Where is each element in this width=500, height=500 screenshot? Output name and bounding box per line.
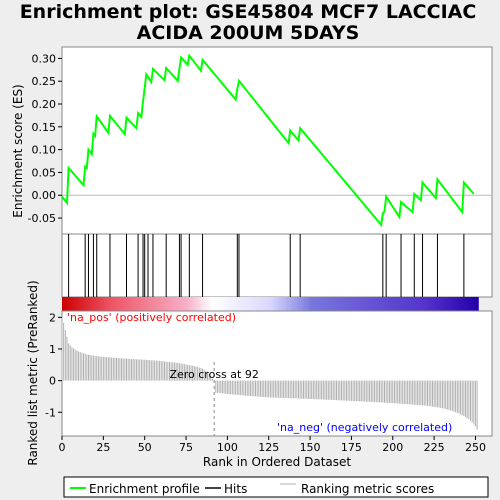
es-tick-label: 0.00 <box>32 189 57 202</box>
chart-title-line1: Enrichment plot: GSE45804 MCF7 LACCIAC <box>20 1 477 23</box>
x-axis-label: Rank in Ordered Dataset <box>203 455 351 469</box>
rank-heatmap-bar <box>62 297 479 311</box>
x-axis: 0 25 50 75 100 125 150 175 200 225 250 <box>59 436 486 454</box>
x-tick-label: 150 <box>300 441 321 454</box>
positive-group-label: 'na_pos' (positively correlated) <box>67 311 236 324</box>
es-tick-label: 0.20 <box>32 98 57 111</box>
x-tick-label: 0 <box>59 441 66 454</box>
negative-group-label: 'na_neg' (negatively correlated) <box>277 421 452 434</box>
x-tick-label: 250 <box>465 441 486 454</box>
x-tick-label: 200 <box>382 441 403 454</box>
metric-tick-label: 2 <box>49 311 56 324</box>
hits-markers <box>68 234 465 297</box>
es-tick-label: 0.05 <box>32 166 57 179</box>
es-tick-label: 0.15 <box>32 121 57 134</box>
x-tick-label: 175 <box>341 441 362 454</box>
x-tick-label: 25 <box>96 441 110 454</box>
legend-metric-label: Ranking metric scores <box>301 482 434 496</box>
legend-hits-label: Hits <box>224 482 247 496</box>
metric-tick-label: 1 <box>49 343 56 356</box>
ranking-metric-bars <box>61 315 478 430</box>
x-tick-label: 50 <box>138 441 152 454</box>
es-axis-label: Enrichment score (ES) <box>11 84 25 217</box>
es-panel <box>61 46 493 235</box>
enrichment-profile-line <box>61 53 475 228</box>
heatmap-gradient <box>62 297 479 311</box>
metric-panel <box>61 310 493 437</box>
x-tick-label: 75 <box>179 441 193 454</box>
x-tick-label: 225 <box>424 441 445 454</box>
x-tick-label: 125 <box>258 441 279 454</box>
es-tick-label: -0.05 <box>28 212 56 225</box>
es-y-axis: 0.30 0.25 0.20 0.15 0.10 0.05 0.00 -0.05 <box>28 52 62 225</box>
legend-box <box>63 476 489 498</box>
metric-tick-label: -1 <box>45 406 56 419</box>
metric-y-axis: 2 1 0 -1 <box>45 311 62 419</box>
x-tick-label: 100 <box>217 441 238 454</box>
es-tick-label: 0.30 <box>32 52 57 65</box>
metric-axis-label: Ranked list metric (PreRanked) <box>26 280 40 465</box>
hits-panel <box>61 233 493 298</box>
chart-title-line2: ACIDA 200UM 5DAYS <box>137 22 360 44</box>
es-tick-label: 0.10 <box>32 144 57 157</box>
es-tick-label: 0.25 <box>32 75 57 88</box>
legend-enrichment-label: Enrichment profile <box>89 482 200 496</box>
zero-cross-label: Zero cross at 92 <box>169 368 258 381</box>
metric-tick-label: 0 <box>49 375 56 388</box>
